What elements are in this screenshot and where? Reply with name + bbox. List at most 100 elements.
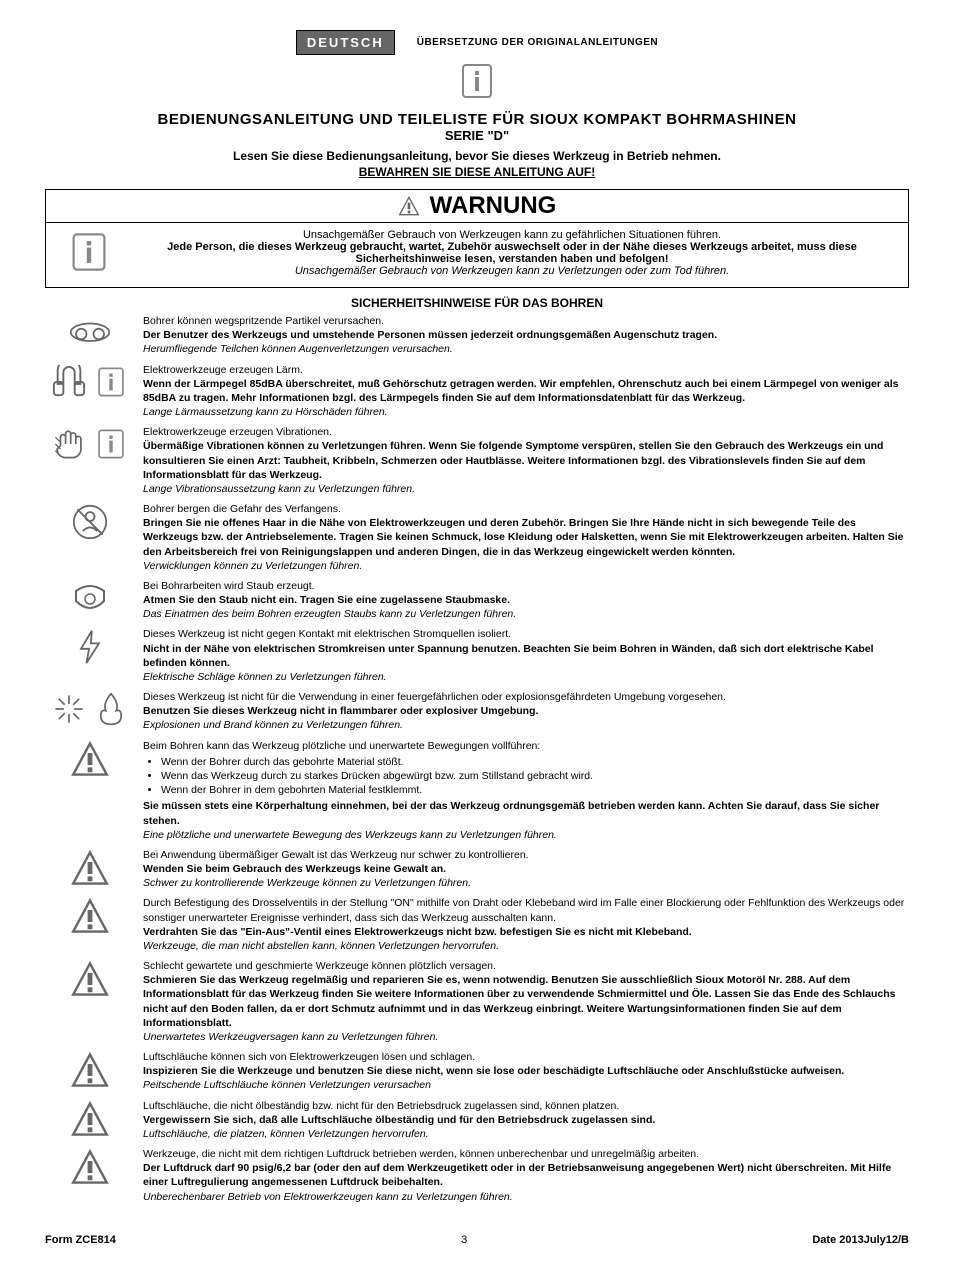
- hazard-rule: Bringen Sie nie offenes Haar in die Nähe…: [143, 516, 909, 559]
- ear-icon: [50, 365, 88, 399]
- hazard-icon-cell: [45, 690, 135, 733]
- hazard-row: Werkzeuge, die nicht mit dem richtigen L…: [45, 1147, 909, 1204]
- info-icon-top: [453, 61, 501, 101]
- hazard-text: Dieses Werkzeug ist nicht gegen Kontakt …: [143, 627, 909, 684]
- hazard-row: Dieses Werkzeug ist nicht gegen Kontakt …: [45, 627, 909, 684]
- hazard-text: Durch Befestigung des Drosselventils in …: [143, 896, 909, 953]
- warning-line-2: Jede Person, die dieses Werkzeug gebrauc…: [126, 241, 898, 265]
- hazard-rule: Wenden Sie beim Gebrauch des Werkzeugs k…: [143, 862, 909, 876]
- hazard-row: Bei Bohrarbeiten wird Staub erzeugt.Atme…: [45, 579, 909, 622]
- hazard-intro: Dieses Werkzeug ist nicht für die Verwen…: [143, 690, 909, 704]
- hazard-consequence: Unberechenbarer Betrieb von Elektrowerkz…: [143, 1190, 909, 1204]
- safety-section-title: SICHERHEITSHINWEISE FÜR DAS BOHREN: [45, 296, 909, 310]
- hazard-rule: Übermäßige Vibrationen können zu Verletz…: [143, 439, 909, 482]
- hazard-consequence: Elektrische Schläge können zu Verletzung…: [143, 670, 909, 684]
- top-header: DEUTSCH ÜBERSETZUNG DER ORIGINALANLEITUN…: [45, 30, 909, 55]
- warning-heading: WARNUNG: [46, 190, 908, 223]
- flame-icon: [92, 692, 130, 726]
- hazard-row: Durch Befestigung des Drosselventils in …: [45, 896, 909, 953]
- hazard-icon-cell: [45, 579, 135, 622]
- hazard-intro: Durch Befestigung des Drosselventils in …: [143, 896, 909, 924]
- hazard-rule: Sie müssen stets eine Körperhaltung einn…: [143, 799, 909, 827]
- hazard-row: Dieses Werkzeug ist nicht für die Verwen…: [45, 690, 909, 733]
- hazard-text: Werkzeuge, die nicht mit dem richtigen L…: [143, 1147, 909, 1204]
- info-icon: [92, 365, 130, 399]
- hazard-row: Bei Anwendung übermäßiger Gewalt ist das…: [45, 848, 909, 891]
- noloose-icon: [69, 504, 111, 540]
- hazard-text: Beim Bohren kann das Werkzeug plötzliche…: [143, 739, 909, 842]
- hazard-text: Luftschläuche, die nicht ölbeständig bzw…: [143, 1099, 909, 1142]
- info-icon: [92, 427, 130, 461]
- hazard-intro: Elektrowerkzeuge erzeugen Vibrationen.: [143, 425, 909, 439]
- warning-heading-text: WARNUNG: [430, 192, 557, 220]
- hazard-icon-cell: [45, 896, 135, 953]
- hazard-intro: Luftschläuche können sich von Elektrower…: [143, 1050, 909, 1064]
- excl-icon: [69, 741, 111, 777]
- hazard-text: Bohrer bergen die Gefahr des Verfangens.…: [143, 502, 909, 573]
- hazard-rule: Atmen Sie den Staub nicht ein. Tragen Si…: [143, 593, 909, 607]
- hazard-intro: Bei Anwendung übermäßiger Gewalt ist das…: [143, 848, 909, 862]
- hazard-row: Luftschläuche können sich von Elektrower…: [45, 1050, 909, 1093]
- hazard-text: Bei Anwendung übermäßiger Gewalt ist das…: [143, 848, 909, 891]
- bolt-icon: [69, 629, 111, 665]
- subtitle: Lesen Sie diese Bedienungsanleitung, bev…: [45, 149, 909, 163]
- excl-icon: [69, 850, 111, 886]
- hazard-icon-cell: [45, 1099, 135, 1142]
- hazard-intro: Bohrer können wegspritzende Partikel ver…: [143, 314, 909, 328]
- hazard-rule: Der Benutzer des Werkzeugs und umstehend…: [143, 328, 909, 342]
- hazard-text: Bei Bohrarbeiten wird Staub erzeugt.Atme…: [143, 579, 909, 622]
- series-line: SERIE "D": [45, 128, 909, 143]
- hazard-intro: Werkzeuge, die nicht mit dem richtigen L…: [143, 1147, 909, 1161]
- hazard-consequence: Werkzeuge, die man nicht abstellen kann,…: [143, 939, 909, 953]
- hazard-intro: Bohrer bergen die Gefahr des Verfangens.: [143, 502, 909, 516]
- hazard-rule: Nicht in der Nähe von elektrischen Strom…: [143, 642, 909, 670]
- warning-box: WARNUNG Unsachgemäßer Gebrauch von Werkz…: [45, 189, 909, 288]
- hazard-text: Elektrowerkzeuge erzeugen Vibrationen.Üb…: [143, 425, 909, 496]
- warning-info-icon: [64, 227, 114, 277]
- footer-date: Date 2013July12/B: [812, 1234, 909, 1246]
- hazard-rule: Inspizieren Sie die Werkzeuge und benutz…: [143, 1064, 909, 1078]
- hazard-row: Beim Bohren kann das Werkzeug plötzliche…: [45, 739, 909, 842]
- goggles-icon: [69, 316, 111, 352]
- excl-icon: [69, 1052, 111, 1088]
- hazard-text: Luftschläuche können sich von Elektrower…: [143, 1050, 909, 1093]
- translation-note: ÜBERSETZUNG DER ORIGINALANLEITUNGEN: [417, 37, 658, 48]
- hazard-rule: Verdrahten Sie das "Ein-Aus"-Ventil eine…: [143, 925, 909, 939]
- hazard-consequence: Unerwartetes Werkzeugversagen kann zu Ve…: [143, 1030, 909, 1044]
- hazard-icon-cell: [45, 502, 135, 573]
- excl-icon: [69, 1149, 111, 1185]
- footer-form: Form ZCE814: [45, 1234, 116, 1246]
- hazard-row: Bohrer können wegspritzende Partikel ver…: [45, 314, 909, 357]
- hazard-consequence: Explosionen und Brand können zu Verletzu…: [143, 718, 909, 732]
- hazard-bullet: Wenn der Bohrer durch das gebohrte Mater…: [161, 755, 909, 769]
- main-title: BEDIENUNGSANLEITUNG UND TEILELISTE FÜR S…: [45, 111, 909, 128]
- hazard-row: Bohrer bergen die Gefahr des Verfangens.…: [45, 502, 909, 573]
- hazard-rule: Wenn der Lärmpegel 85dBA überschreitet, …: [143, 377, 909, 405]
- hazard-consequence: Peitschende Luftschläuche können Verletz…: [143, 1078, 909, 1092]
- warning-line-1: Unsachgemäßer Gebrauch von Werkzeugen ka…: [126, 229, 898, 241]
- hazard-text: Elektrowerkzeuge erzeugen Lärm.Wenn der …: [143, 363, 909, 420]
- mask-icon: [69, 581, 111, 617]
- hazard-consequence: Verwicklungen können zu Verletzungen füh…: [143, 559, 909, 573]
- hazard-row: Schlecht gewartete und geschmierte Werkz…: [45, 959, 909, 1044]
- footer-page: 3: [461, 1234, 467, 1246]
- warning-line-3: Unsachgemäßer Gebrauch von Werkzeugen ka…: [126, 265, 898, 277]
- hazard-intro: Beim Bohren kann das Werkzeug plötzliche…: [143, 739, 909, 753]
- hazard-row: Luftschläuche, die nicht ölbeständig bzw…: [45, 1099, 909, 1142]
- hazard-icon-cell: [45, 848, 135, 891]
- hazard-consequence: Das Einatmen des beim Bohren erzeugten S…: [143, 607, 909, 621]
- hazard-icon-cell: [45, 314, 135, 357]
- hazard-intro: Schlecht gewartete und geschmierte Werkz…: [143, 959, 909, 973]
- excl-icon: [69, 1101, 111, 1137]
- hazard-bullets: Wenn der Bohrer durch das gebohrte Mater…: [161, 755, 909, 798]
- hazard-consequence: Lange Vibrationsaussetzung kann zu Verle…: [143, 482, 909, 496]
- hazard-intro: Dieses Werkzeug ist nicht gegen Kontakt …: [143, 627, 909, 641]
- hazard-consequence: Lange Lärmaussetzung kann zu Hörschäden …: [143, 405, 909, 419]
- hazard-row: Elektrowerkzeuge erzeugen Vibrationen.Üb…: [45, 425, 909, 496]
- hazard-consequence: Schwer zu kontrollierende Werkzeuge könn…: [143, 876, 909, 890]
- hazard-icon-cell: [45, 739, 135, 842]
- hazard-bullet: Wenn das Werkzeug durch zu starkes Drück…: [161, 769, 909, 783]
- hazard-text: Schlecht gewartete und geschmierte Werkz…: [143, 959, 909, 1044]
- language-badge: DEUTSCH: [296, 30, 395, 55]
- hazard-icon-cell: [45, 627, 135, 684]
